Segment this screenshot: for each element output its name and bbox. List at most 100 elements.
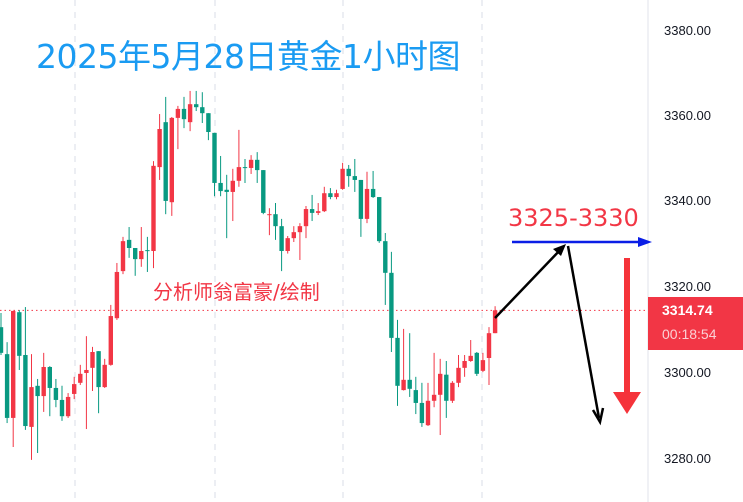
candle-up xyxy=(486,327,492,385)
candle-body xyxy=(456,367,461,383)
candle-body xyxy=(468,355,473,361)
candle-down xyxy=(358,179,364,237)
candle-down xyxy=(273,203,278,240)
candle-up xyxy=(102,358,107,388)
candle-body xyxy=(151,165,156,251)
candle-body xyxy=(200,107,205,114)
candle-up xyxy=(297,223,303,260)
candle-body xyxy=(431,394,437,401)
candle-down xyxy=(255,152,260,183)
candle-up xyxy=(267,208,272,236)
candle-body xyxy=(285,238,290,251)
candle-up xyxy=(456,354,461,388)
candle-body xyxy=(377,197,382,242)
candle-up xyxy=(169,117,174,216)
candle-up xyxy=(438,358,443,436)
candle-down xyxy=(383,233,388,305)
candle-down xyxy=(474,352,479,376)
candle-up xyxy=(230,168,235,222)
candle-body xyxy=(358,179,364,219)
target-zone-label: 3325-3330 xyxy=(508,204,639,232)
candle-body xyxy=(194,104,199,108)
candle-body xyxy=(72,384,77,394)
candle-body xyxy=(114,271,120,319)
candle-body xyxy=(187,104,193,123)
price-tick: 3380.00 xyxy=(664,23,711,38)
candle-body xyxy=(407,379,412,389)
candle-up xyxy=(492,306,498,334)
candle-down xyxy=(133,247,138,276)
candle-up xyxy=(114,262,120,320)
price-tick: 3320.00 xyxy=(664,279,711,294)
candle-body xyxy=(322,193,327,212)
candle-body xyxy=(267,214,272,216)
candle-body xyxy=(370,188,376,198)
candle-body xyxy=(438,373,443,395)
candle-up xyxy=(322,186,327,213)
candle-down xyxy=(47,366,52,417)
candle-body xyxy=(334,193,339,198)
candle-body xyxy=(145,250,150,252)
candle-body xyxy=(328,193,333,198)
candle-down xyxy=(59,385,65,421)
last-price-badge: 3314.74 00:18:54 xyxy=(648,297,743,350)
candle-down xyxy=(413,376,418,415)
candle-body xyxy=(230,180,235,192)
candle-body xyxy=(474,352,479,374)
candle-body xyxy=(261,170,266,213)
candle-body xyxy=(346,168,351,177)
candle-up xyxy=(29,354,34,460)
candle-body xyxy=(84,369,89,373)
candle-up xyxy=(468,340,473,362)
candle-body xyxy=(425,400,431,426)
candle-body xyxy=(316,211,321,213)
candle-down xyxy=(377,197,382,243)
candle-up xyxy=(157,114,162,180)
candle-up xyxy=(84,336,89,430)
chart-title: 2025年5月28日黄金1小时图 xyxy=(36,37,460,76)
candle-down xyxy=(35,378,40,454)
red-down-arrow xyxy=(613,258,641,414)
candle-body xyxy=(218,182,223,192)
candle-body xyxy=(133,247,138,260)
candle-body xyxy=(389,272,394,338)
candle-up xyxy=(90,346,95,391)
up-path-arrow xyxy=(494,247,563,319)
candle-body xyxy=(4,354,10,418)
candle-down xyxy=(0,313,4,355)
candle-body xyxy=(340,168,345,189)
candle-down xyxy=(212,132,217,197)
candle-down xyxy=(309,194,315,222)
candle-up xyxy=(480,352,486,373)
candle-down xyxy=(395,319,400,406)
candle-body xyxy=(108,316,113,365)
candle-down xyxy=(126,227,132,258)
candles xyxy=(0,90,498,460)
candle-body xyxy=(309,209,315,213)
candle-down xyxy=(194,90,199,112)
candle-down xyxy=(206,113,211,141)
candle-down xyxy=(17,310,22,370)
candle-body xyxy=(419,402,425,424)
candle-up xyxy=(120,236,126,275)
candle-up xyxy=(364,171,370,224)
candle-body xyxy=(364,188,370,219)
candle-body xyxy=(444,374,449,401)
candle-body xyxy=(23,354,28,427)
drawings xyxy=(494,237,652,426)
candle-up xyxy=(401,328,406,391)
candle-up xyxy=(108,304,113,366)
candle-down xyxy=(328,188,333,200)
candle-body xyxy=(413,390,418,403)
candle-up xyxy=(175,105,181,150)
candle-up xyxy=(334,189,339,200)
down-path-arrow xyxy=(566,245,601,419)
candle-body xyxy=(395,337,400,386)
last-price: 3314.74 xyxy=(662,302,713,318)
candle-body xyxy=(181,108,187,120)
candle-body xyxy=(291,232,296,239)
candle-down xyxy=(224,174,229,239)
candle-body xyxy=(279,226,284,251)
candle-up xyxy=(11,310,16,448)
